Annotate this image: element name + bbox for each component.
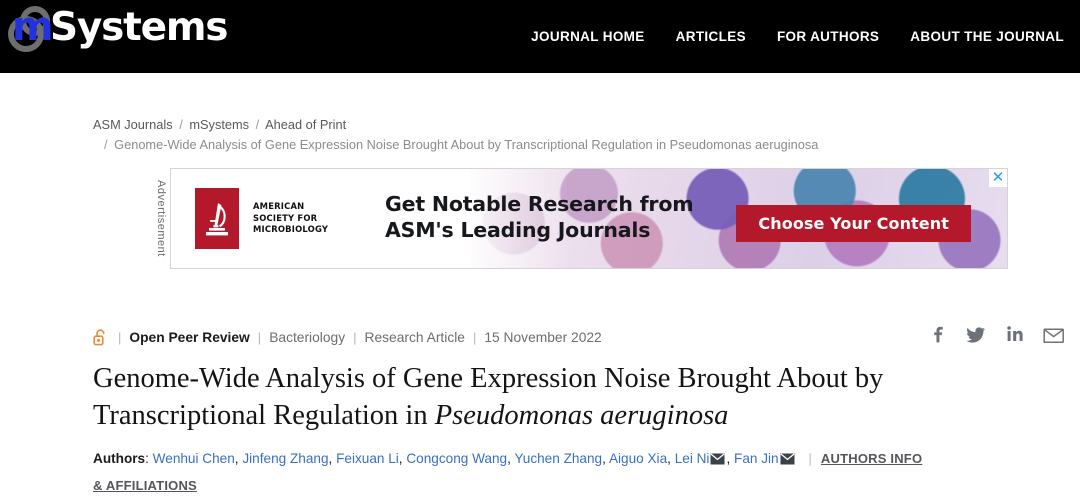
authors-row: Authors: Wenhui Chen, Jinfeng Zhang, Fei… [93,446,1068,498]
corresponding-author-email-icon[interactable] [780,448,795,473]
site-header: m Systems JOURNAL HOME ARTICLES FOR AUTH… [0,0,1080,73]
meta-article-type: Research Article [364,329,465,345]
twitter-icon[interactable] [966,324,986,344]
main-navigation: JOURNAL HOME ARTICLES FOR AUTHORS ABOUT … [531,0,1064,73]
microscope-icon [195,188,239,249]
open-access-lock-icon [93,328,108,347]
advertisement-headline-line2: ASM's Leading Journals [385,218,651,242]
corresponding-author-email-icon[interactable] [710,448,725,473]
page-title: Genome-Wide Analysis of Gene Expression … [93,360,953,434]
advertisement-zone: Advertisement AMERICAN SOCIETY FOR MICRO… [155,168,1008,269]
linkedin-icon[interactable] [1006,324,1023,344]
advertisement-brand-block: AMERICAN SOCIETY FOR MICROBIOLOGY [171,169,471,268]
meta-separator: | [257,329,262,345]
logo-letter-m: m [12,4,54,50]
breadcrumb-separator: / [104,137,108,152]
authors-divider: | [808,451,812,466]
advertisement-headline: Get Notable Research from ASM's Leading … [385,191,694,243]
breadcrumb-item-msystems[interactable]: mSystems [189,117,250,132]
asm-wordmark-line3: MICROBIOLOGY [253,224,329,235]
author-link[interactable]: Wenhui Chen [152,451,235,466]
affiliations-link[interactable]: & AFFILIATIONS [93,478,197,493]
asm-wordmark-line2: SOCIETY FOR [253,212,318,223]
author-link[interactable]: Feixuan Li [336,451,399,466]
authors-info-link[interactable]: AUTHORS INFO [820,451,923,466]
nav-item-journal-home[interactable]: JOURNAL HOME [531,29,645,44]
meta-subject-bacteriology[interactable]: Bacteriology [269,329,346,345]
author-link[interactable]: Jinfeng Zhang [242,451,329,466]
advertisement-label: Advertisement [155,180,167,257]
breadcrumb-current-page: Genome-Wide Analysis of Gene Expression … [114,137,819,152]
nav-item-about-the-journal[interactable]: ABOUT THE JOURNAL [910,29,1064,44]
asm-wordmark-line1: AMERICAN [253,201,305,212]
share-row [930,324,1065,344]
breadcrumb-separator: / [255,117,260,132]
logo-wordmark: Systems [50,5,228,50]
site-logo[interactable]: m Systems [4,2,228,64]
nav-item-articles[interactable]: ARTICLES [675,29,746,44]
page-title-main: Genome-Wide Analysis of Gene Expression … [93,363,884,431]
breadcrumb: ASM Journals / mSystems / Ahead of Print… [93,115,993,155]
advertisement-banner[interactable]: AMERICAN SOCIETY FOR MICROBIOLOGY Get No… [170,168,1008,269]
meta-publication-date: 15 November 2022 [484,329,602,345]
advertisement-close-icon[interactable]: ✕ [989,169,1007,187]
page-title-species: Pseudomonas aeruginosa [434,400,729,431]
breadcrumb-item-ahead-of-print[interactable]: Ahead of Print [265,117,347,132]
breadcrumb-item-asm-journals[interactable]: ASM Journals [93,117,173,132]
breadcrumb-separator: / [179,117,183,132]
facebook-icon[interactable] [930,324,946,344]
article-meta-row: | Open Peer Review | Bacteriology | Rese… [93,325,993,349]
meta-separator: | [353,329,357,345]
nav-item-for-authors[interactable]: FOR AUTHORS [776,29,880,44]
meta-separator: | [118,329,122,345]
advertisement-headline-line1: Get Notable Research from [385,192,694,216]
author-link[interactable]: Aiguo Xia [608,451,668,466]
meta-separator: | [472,329,477,345]
author-link[interactable]: Yuchen Zhang [514,451,603,466]
meta-open-peer-review: Open Peer Review [129,329,250,345]
authors-label: Authors [93,451,146,466]
asm-circles-icon [6,6,60,56]
authors-label-colon: : [145,451,149,466]
author-link[interactable]: Fan Jin [734,451,779,466]
asm-wordmark: AMERICAN SOCIETY FOR MICROBIOLOGY [253,201,328,236]
advertisement-cta-button[interactable]: Choose Your Content [736,205,971,242]
author-link[interactable]: Congcong Wang [406,451,508,466]
author-link[interactable]: Lei Ni [674,451,710,466]
email-icon[interactable] [1043,324,1065,344]
